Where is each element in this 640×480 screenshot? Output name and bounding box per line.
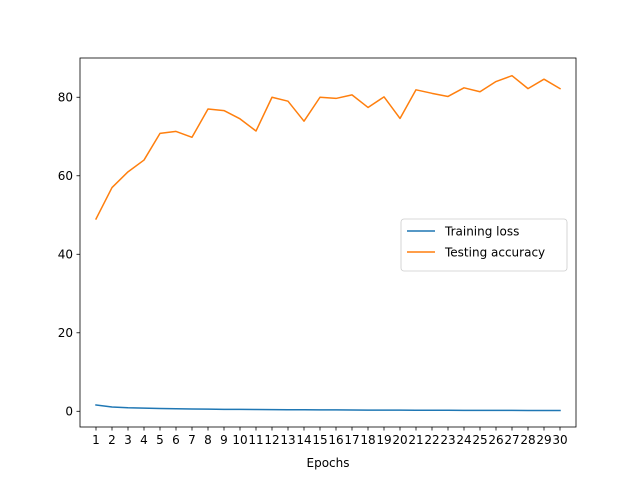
x-tick-label: 25 [472, 433, 487, 447]
x-tick-label: 1 [92, 433, 100, 447]
legend: Training loss Testing accuracy [400, 218, 568, 272]
x-tick-label: 10 [232, 433, 247, 447]
x-tick-label: 27 [504, 433, 519, 447]
y-tick-label: 40 [58, 248, 73, 262]
y-tick-label: 80 [58, 91, 73, 105]
x-tick-label: 3 [124, 433, 132, 447]
x-tick-label: 22 [424, 433, 439, 447]
y-tick-label: 0 [65, 405, 73, 419]
x-tick-label: 20 [392, 433, 407, 447]
y-tick-label: 20 [58, 326, 73, 340]
x-tick-label: 28 [520, 433, 535, 447]
x-tick-label: 8 [204, 433, 212, 447]
x-tick-label: 19 [376, 433, 391, 447]
x-tick-label: 21 [408, 433, 423, 447]
x-tick-label: 5 [156, 433, 164, 447]
legend-box [400, 218, 568, 272]
x-tick-label: 4 [140, 433, 148, 447]
x-tick-label: 30 [552, 433, 567, 447]
series-layer [94, 74, 562, 412]
series-line-2 [94, 74, 562, 220]
x-tick-label: 15 [312, 433, 327, 447]
x-tick-label: 23 [440, 433, 455, 447]
x-tick-label: 26 [488, 433, 503, 447]
x-tick-label: 11 [248, 433, 263, 447]
x-axis: 1 2 3 4 5 6 7 8 9 10 11 12 13 14 15 16 17 18 19 20 21 22 23 24 2… [92, 427, 568, 447]
x-tick-label: 12 [264, 433, 279, 447]
y-axis: 0 20 40 60 80 [58, 91, 80, 419]
series-line-1 [95, 404, 561, 412]
x-tick-label: 14 [296, 433, 311, 447]
plot-frame [79, 57, 577, 428]
x-axis-label: Epochs [307, 456, 350, 470]
x-tick-label: 18 [360, 433, 375, 447]
x-tick-label: 24 [456, 433, 471, 447]
y-tick-label: 60 [58, 169, 73, 183]
x-tick-label: 9 [220, 433, 228, 447]
legend-label-2: Testing accuracy [444, 246, 545, 260]
x-tick-label: 2 [108, 433, 116, 447]
x-tick-label: 16 [328, 433, 343, 447]
x-tick-label: 7 [188, 433, 196, 447]
x-tick-label: 29 [536, 433, 551, 447]
x-tick-label: 6 [172, 433, 180, 447]
legend-label-1: Training loss [444, 225, 519, 239]
x-tick-label: 13 [280, 433, 295, 447]
x-tick-label: 17 [344, 433, 359, 447]
